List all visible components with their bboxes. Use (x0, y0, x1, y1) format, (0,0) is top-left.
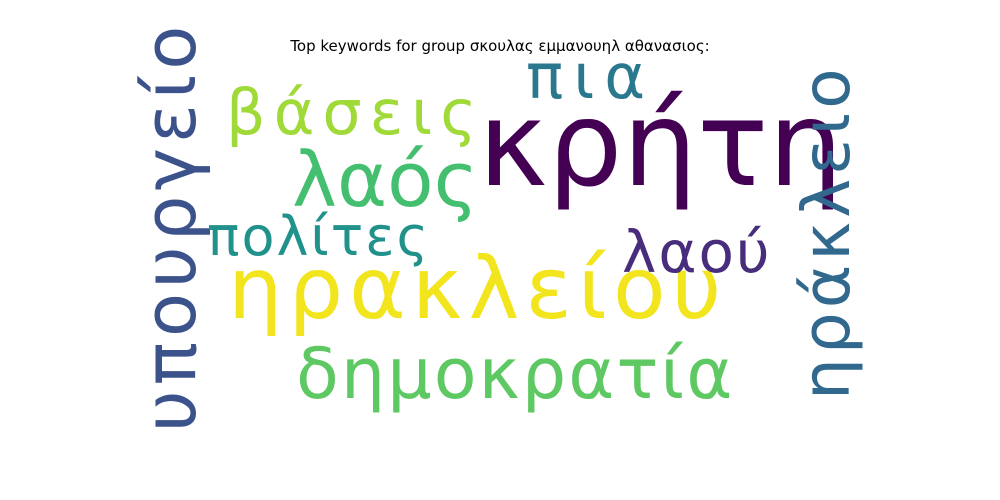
word-5: λαός (292, 135, 478, 224)
word-9: λαού (622, 218, 772, 286)
word-1: ηρακλείου (228, 239, 727, 339)
word-0: κρήτη (478, 75, 843, 213)
word-7: πια (526, 40, 655, 113)
word-6: βάσεις (226, 76, 485, 149)
word-4: ηράκλειο (788, 64, 865, 400)
word-2: δημοκρατία (296, 333, 734, 415)
chart-title: Top keywords for group σκουλας εμμανουηλ… (290, 37, 710, 55)
word-8: πολίτες (207, 205, 430, 268)
word-3: υπουργείο (128, 21, 212, 432)
